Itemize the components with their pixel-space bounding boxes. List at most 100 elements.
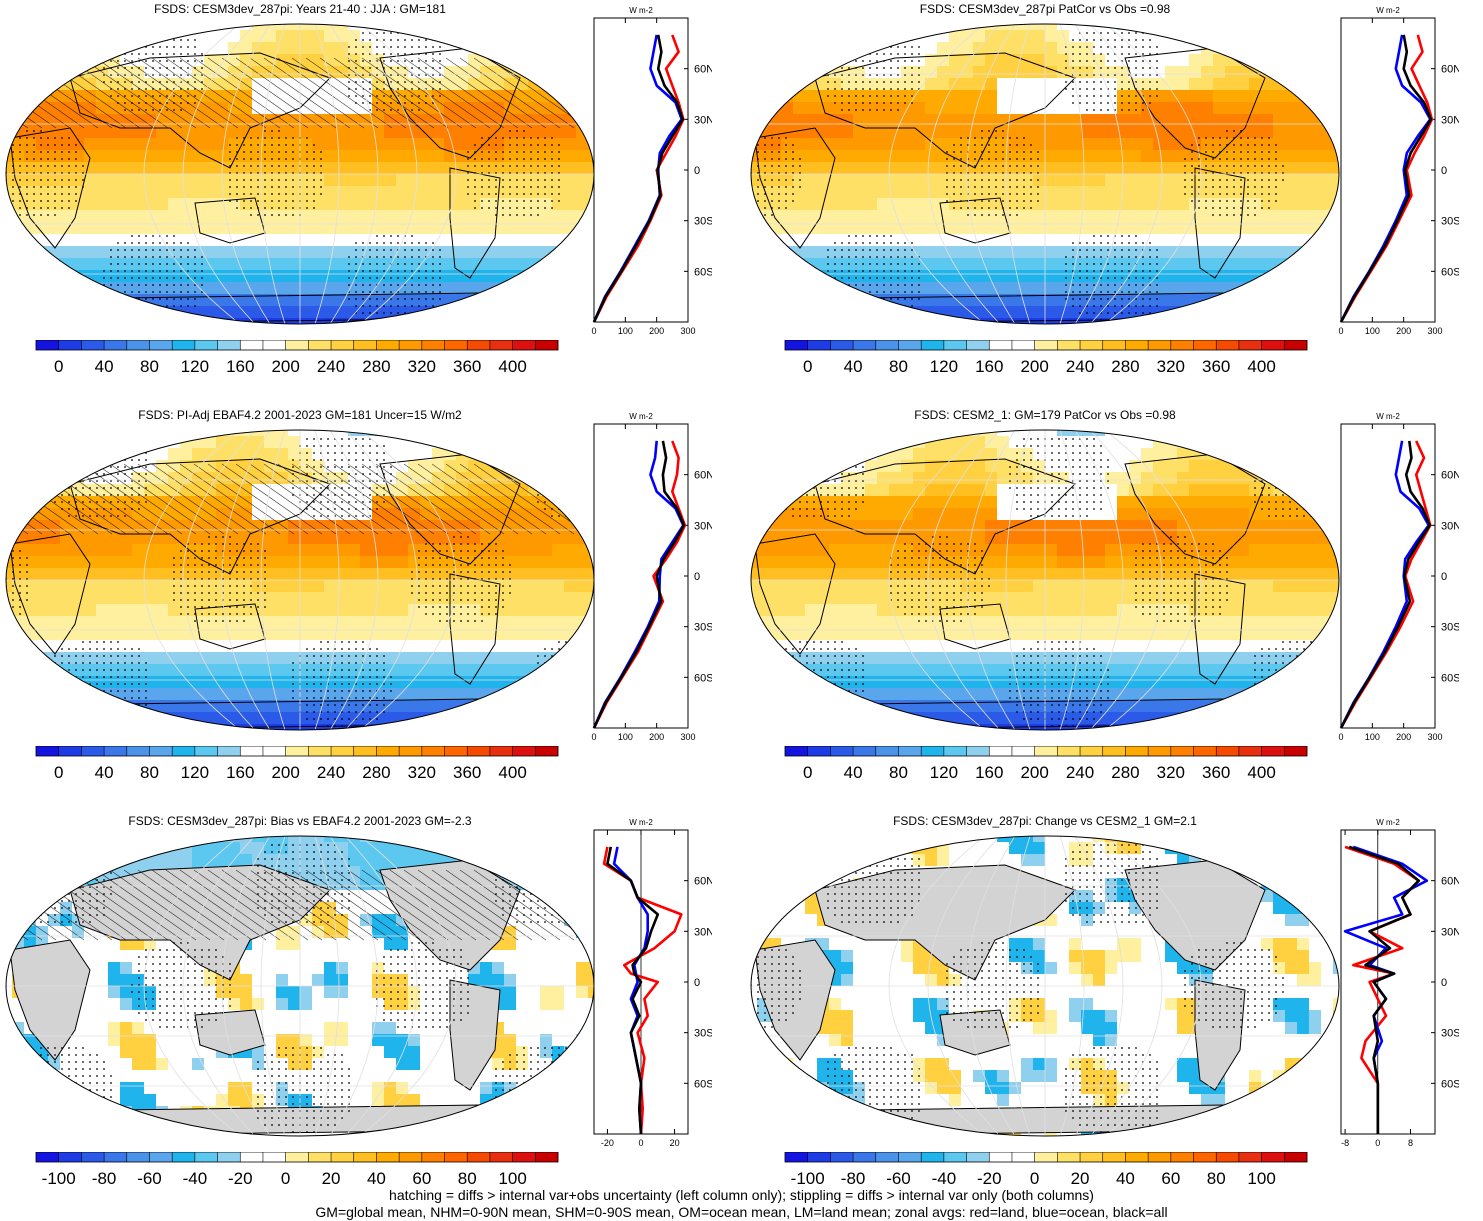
map-cell (276, 430, 289, 437)
map-cell (901, 126, 914, 139)
map-cell (384, 150, 397, 163)
map-cell (829, 102, 842, 115)
stipple-dot (967, 179, 969, 181)
map-cell (1201, 234, 1214, 247)
stipple-dot (313, 151, 315, 153)
stipple-dot (1324, 284, 1326, 286)
map-cell (420, 234, 433, 247)
map-cell (552, 258, 565, 271)
stipple-dot (869, 291, 871, 293)
map-cell (1141, 138, 1154, 151)
map-cell (336, 126, 349, 139)
map-cell (1297, 198, 1310, 211)
stipple-dot (1037, 172, 1039, 174)
stipple-dot (481, 207, 483, 209)
stipple-dot (530, 193, 532, 195)
map-cell (96, 78, 109, 91)
map-cell (108, 318, 121, 324)
map-cell (456, 210, 469, 223)
map-cell (108, 234, 121, 247)
stipple-dot (509, 193, 511, 195)
stipple-dot (988, 165, 990, 167)
map-cell (540, 270, 553, 283)
stipple-dot (1128, 60, 1130, 62)
map-cell (240, 282, 253, 295)
stipple-dot (369, 270, 371, 272)
stipple-dot (131, 291, 133, 293)
map-cell (841, 150, 854, 163)
stipple-dot (544, 200, 546, 202)
map-cell (468, 54, 481, 67)
map-cell (84, 186, 97, 199)
stipple-dot (778, 151, 780, 153)
map-cell (384, 222, 397, 235)
stipple-dot (897, 109, 899, 111)
stipple-dot (918, 284, 920, 286)
map-cell (108, 258, 121, 271)
map-cell (264, 30, 277, 43)
map-cell (925, 282, 938, 295)
map-cell (6, 54, 13, 67)
map-cell (1009, 198, 1022, 211)
map-cell (1249, 30, 1262, 43)
map-cell (420, 270, 433, 283)
stipple-dot (1317, 291, 1319, 293)
stipple-dot (911, 53, 913, 55)
map-cell (408, 270, 421, 283)
map-cell (132, 54, 145, 67)
map-cell (180, 210, 193, 223)
stipple-dot (376, 46, 378, 48)
map-cell (853, 270, 866, 283)
map-cell (805, 24, 818, 31)
stipple-dot (425, 270, 427, 272)
stipple-dot (355, 256, 357, 258)
map-cell (468, 270, 481, 283)
stipple-dot (292, 144, 294, 146)
stipple-dot (869, 263, 871, 265)
stipple-dot (145, 319, 147, 321)
map-cell (1249, 306, 1262, 319)
map-cell (1261, 126, 1274, 139)
map-cell (204, 66, 217, 79)
stipple-dot (376, 109, 378, 111)
map-cell (1285, 234, 1298, 247)
stipple-dot (1149, 95, 1151, 97)
map-cell (793, 102, 806, 115)
stipple-dot (432, 270, 434, 272)
map-cell (60, 30, 73, 43)
stipple-dot (1233, 151, 1235, 153)
stipple-dot (883, 74, 885, 76)
stipple-dot (292, 137, 294, 139)
stipple-dot (876, 305, 878, 307)
stipple-dot (862, 102, 864, 104)
map-cell (480, 24, 493, 31)
map-cell (1333, 174, 1339, 187)
stipple-dot (173, 242, 175, 244)
stipple-dot (1198, 200, 1200, 202)
map-cell (216, 222, 229, 235)
map-cell (48, 24, 61, 31)
map-cell (24, 282, 37, 295)
stipple-dot (173, 263, 175, 265)
stipple-dot (75, 158, 77, 160)
stipple-dot (1107, 53, 1109, 55)
map-cell (516, 174, 529, 187)
map-cell (1117, 30, 1130, 43)
map-cell (132, 198, 145, 211)
stipple-dot (995, 165, 997, 167)
stipple-dot (1107, 81, 1109, 83)
continent-outline (194, 197, 266, 244)
stipple-dot (974, 158, 976, 160)
map-cell (192, 270, 205, 283)
stipple-dot (243, 186, 245, 188)
map-cell (1297, 66, 1310, 79)
stipple-dot (855, 284, 857, 286)
stipple-dot (243, 179, 245, 181)
stipple-dot (1093, 102, 1095, 104)
stipple-dot (1072, 67, 1074, 69)
map-cell (1093, 126, 1106, 139)
stipple-dot (33, 207, 35, 209)
map-cell (1117, 66, 1130, 79)
panel-title-p2: FSDS: CESM3dev_287pi PatCor vs Obs =0.98 (919, 2, 1171, 16)
map-cell (985, 258, 998, 271)
